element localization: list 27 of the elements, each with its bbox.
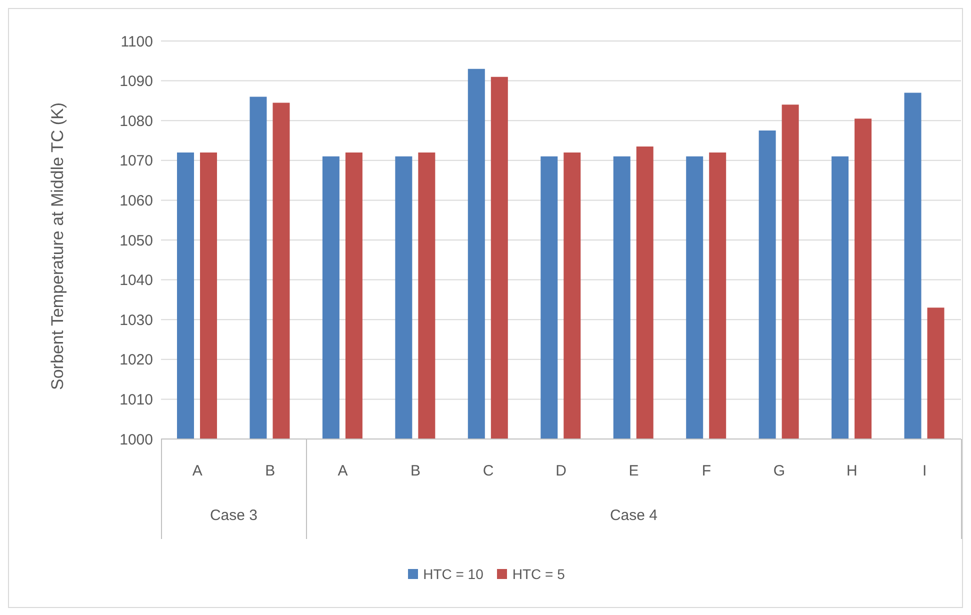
y-tick-label: 1100 xyxy=(120,33,153,50)
legend-label: HTC = 10 xyxy=(423,566,484,582)
x-tick-label: A xyxy=(192,462,202,480)
y-tick-label: 1040 xyxy=(120,272,153,290)
text: Case 4 xyxy=(608,507,658,524)
y-tick-label: 1090 xyxy=(120,73,153,90)
y-tick-label: 1010 xyxy=(120,392,153,409)
y-tick-label: 1020 xyxy=(120,352,153,369)
y-tick-label: 1070 xyxy=(120,152,153,170)
y-tick-label: 1000 xyxy=(120,431,153,448)
x-tick-label: G xyxy=(773,462,786,480)
x-tick-label: B xyxy=(265,462,276,480)
y-tick-label: 1080 xyxy=(120,112,153,130)
x-tick-label: C xyxy=(482,462,494,480)
x-tick-label: B xyxy=(410,462,421,480)
x-tick-label: I xyxy=(922,462,927,480)
x-tick-label: A xyxy=(338,462,348,480)
x-tick-label: D xyxy=(556,462,567,480)
x-tick-label: H xyxy=(846,462,858,480)
x-tick-label: F xyxy=(702,462,712,480)
y-tick-label: 1030 xyxy=(120,312,153,329)
legend-label: HTC = 5 xyxy=(512,566,565,582)
y-axis-title: Sorbent Temperature at Middle TC (K) xyxy=(48,102,68,390)
y-tick-label: 1060 xyxy=(120,192,153,210)
x-tick-label: E xyxy=(628,462,639,480)
text: Case 3 xyxy=(208,507,258,524)
y-tick-label: 1050 xyxy=(120,232,153,250)
